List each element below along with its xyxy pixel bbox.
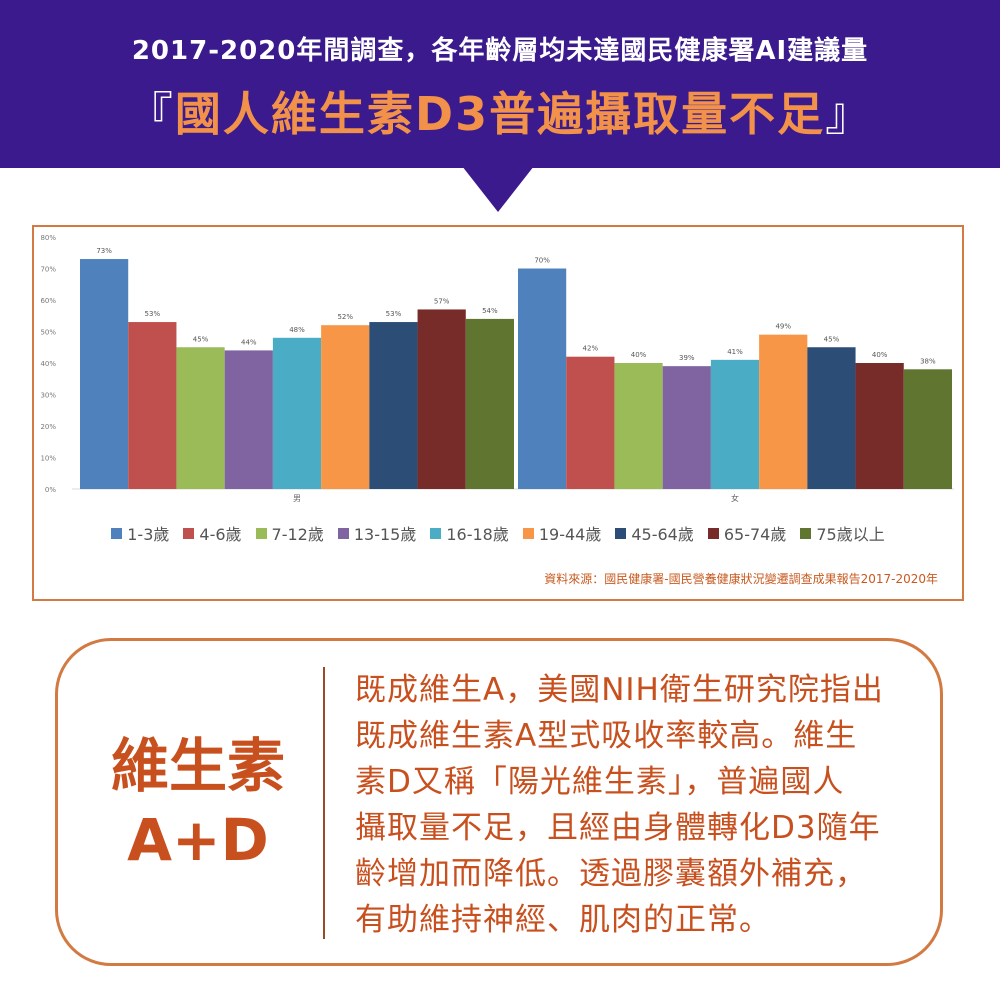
legend-item: 19-44歲 <box>522 521 602 545</box>
chart-legend: 1-3歲 4-6歲 7-12歲 13-15歲 16-18歲 19-44歲 45-64歲 65-… <box>34 521 962 545</box>
bar-7-12歲-女 <box>614 363 663 489</box>
bar-45-64歲-女 <box>807 347 856 489</box>
legend-swatch <box>183 527 195 539</box>
legend-label: 19-44歲 <box>538 525 602 544</box>
legend-item: 7-12歲 <box>255 521 324 545</box>
data-label: 42% <box>583 345 599 353</box>
headline: 『國人維生素D3普遍攝取量不足』 <box>0 78 1000 144</box>
data-label: 38% <box>920 357 936 365</box>
info-body-line: 既成維生A，美國NIH衛生研究院指出 <box>355 672 884 708</box>
bar-1-3歲-女 <box>518 268 567 489</box>
data-label: 44% <box>241 338 257 346</box>
bar-13-15歲-女 <box>662 366 711 489</box>
legend-label: 4-6歲 <box>199 525 242 544</box>
info-body-line: 攝取量不足，且經由身體轉化D3隨年 <box>355 810 881 846</box>
header-pointer-arrow <box>462 166 534 212</box>
legend-label: 13-15歲 <box>353 525 417 544</box>
legend-swatch <box>255 527 267 539</box>
data-label: 57% <box>434 297 450 305</box>
legend-swatch <box>615 527 627 539</box>
bar-chart: 0% 10% 20% 30% 40% 50% 60% 70% 80% 73% 53% 45% 44% 48… <box>40 234 954 503</box>
data-label: 49% <box>775 323 791 331</box>
info-body: 既成維生A，美國NIH衛生研究院指出 既成維生素A型式吸收率較高。維生 素D又稱… <box>355 667 915 943</box>
data-label: 41% <box>727 348 743 356</box>
bar-45-64歲-男 <box>369 322 418 489</box>
data-label: 70% <box>534 257 550 265</box>
data-label: 39% <box>679 354 695 362</box>
y-tick-label: 50% <box>40 329 56 337</box>
legend-label: 65-74歲 <box>723 525 787 544</box>
source-citation: 資料來源：國民健康署-國民營養健康狀況變遷調查成果報告2017-2020年 <box>544 572 938 586</box>
y-tick-label: 20% <box>40 423 56 431</box>
info-title: 維生素 A+D <box>88 729 308 877</box>
data-label: 52% <box>337 313 353 321</box>
legend-item: 75歲以上 <box>800 521 885 545</box>
y-tick-label: 70% <box>40 266 56 274</box>
chart-container: 0% 10% 20% 30% 40% 50% 60% 70% 80% 73% 53% 45% 44% 48… <box>32 225 964 601</box>
legend-label: 16-18歲 <box>446 525 509 544</box>
info-title-line2: A+D <box>127 806 269 874</box>
bar-19-44歲-男 <box>321 325 370 489</box>
bar-75歲以上-男 <box>465 318 514 489</box>
legend-swatch <box>337 527 349 539</box>
bar-16-18歲-女 <box>710 359 760 489</box>
x-category-label: 女 <box>731 493 739 503</box>
subtitle: 2017-2020年間調查，各年齡層均未達國民健康署AI建議量 <box>131 36 869 66</box>
bar-65-74歲-女 <box>855 363 904 489</box>
y-tick-label: 0% <box>45 486 56 494</box>
legend-label: 7-12歲 <box>271 525 324 544</box>
info-body-line: 齡增加而降低。透過膠囊額外補充， <box>355 856 867 892</box>
data-label: 48% <box>289 326 305 334</box>
bar-75歲以上-女 <box>903 369 952 489</box>
legend-item: 16-18歲 <box>430 521 509 545</box>
header-banner: 2017-2020年間調查，各年齡層均未達國民健康署AI建議量 『國人維生素D3… <box>0 0 1000 168</box>
legend-swatch <box>522 527 534 539</box>
info-body-line: 有助維持神經、肌肉的正常。 <box>355 902 771 938</box>
legend-swatch <box>800 527 812 539</box>
vertical-divider <box>323 667 325 939</box>
legend-item: 4-6歲 <box>183 521 242 545</box>
info-title-line1: 維生素 <box>110 732 285 800</box>
headline-text: 國人維生素D3普遍攝取量不足 <box>174 87 826 141</box>
data-label: 40% <box>872 351 888 359</box>
legend-label: 75歲以上 <box>816 525 885 544</box>
data-label: 53% <box>386 310 402 318</box>
data-label: 73% <box>96 247 112 255</box>
bar-65-74歲-男 <box>417 309 466 489</box>
legend-item: 13-15歲 <box>337 521 417 545</box>
legend-swatch <box>430 527 442 539</box>
data-label: 45% <box>193 335 209 343</box>
bar-16-18歲-男 <box>272 337 322 489</box>
info-card: 維生素 A+D 既成維生A，美國NIH衛生研究院指出 既成維生素A型式吸收率較高… <box>55 638 943 966</box>
legend-label: 1-3歲 <box>127 525 170 544</box>
y-tick-label: 10% <box>40 455 56 463</box>
bar-13-15歲-男 <box>224 350 273 489</box>
y-tick-label: 80% <box>40 234 56 242</box>
headline-close-bracket: 』 <box>825 87 874 141</box>
legend-swatch <box>707 527 719 539</box>
y-tick-label: 60% <box>40 297 56 305</box>
bar-7-12歲-男 <box>176 347 225 489</box>
headline-open-bracket: 『 <box>126 87 175 141</box>
bar-4-6歲-女 <box>566 356 615 489</box>
legend-item: 45-64歲 <box>615 521 694 545</box>
data-label: 40% <box>631 351 647 359</box>
bar-4-6歲-男 <box>128 322 177 489</box>
bar-1-3歲-男 <box>80 259 129 489</box>
y-tick-label: 40% <box>40 360 56 368</box>
bar-19-44歲-女 <box>759 334 808 489</box>
data-label: 54% <box>482 307 498 315</box>
legend-item: 65-74歲 <box>707 521 787 545</box>
legend-item: 1-3歲 <box>111 521 169 545</box>
data-label: 45% <box>824 335 840 343</box>
legend-swatch <box>111 527 123 539</box>
y-tick-label: 30% <box>40 392 56 400</box>
info-body-line: 素D又稱「陽光維生素」，普遍國人 <box>355 764 845 800</box>
info-body-line: 既成維生素A型式吸收率較高。維生 <box>355 718 858 754</box>
legend-label: 45-64歲 <box>631 525 694 544</box>
data-label: 53% <box>145 310 161 318</box>
x-category-label: 男 <box>293 494 301 503</box>
